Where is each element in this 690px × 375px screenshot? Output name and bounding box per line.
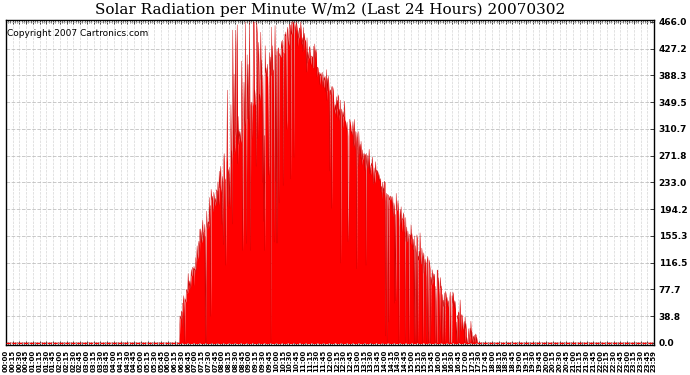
Text: Copyright 2007 Cartronics.com: Copyright 2007 Cartronics.com <box>7 30 148 39</box>
Title: Solar Radiation per Minute W/m2 (Last 24 Hours) 20070302: Solar Radiation per Minute W/m2 (Last 24… <box>95 3 565 17</box>
